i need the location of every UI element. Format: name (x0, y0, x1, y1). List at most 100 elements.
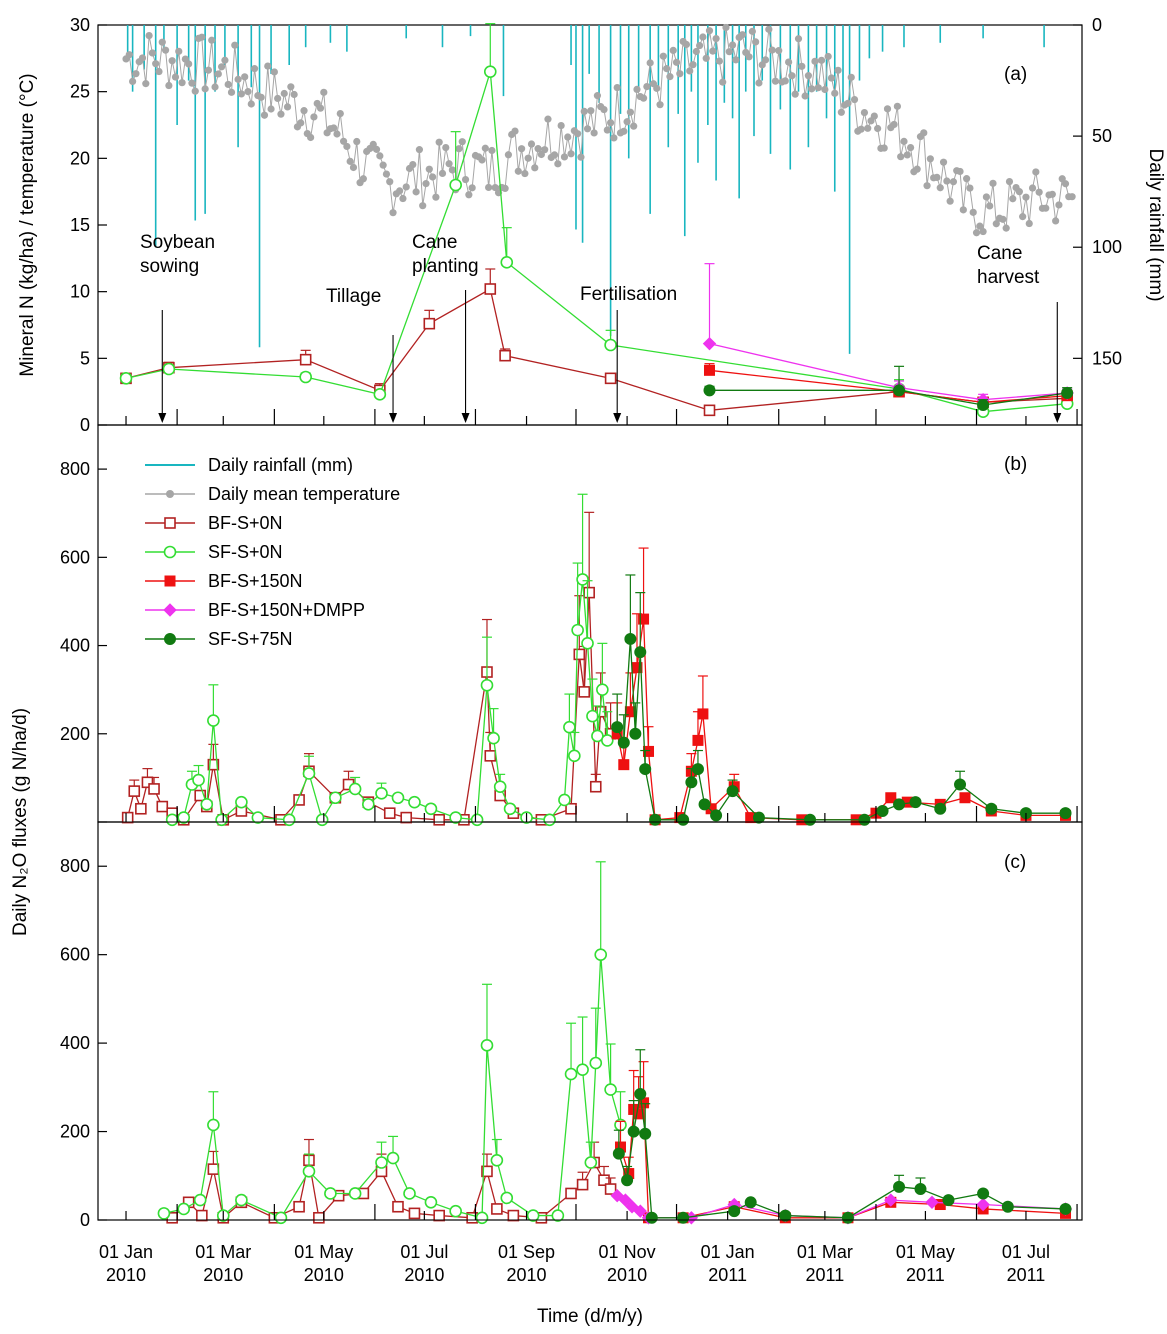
temperature-point-212 (821, 85, 829, 94)
flux-c-sf75-point-7 (728, 1205, 741, 1218)
temperature-point-198 (775, 47, 783, 55)
flux-b-sf75-line (616, 638, 1066, 821)
temperature-point-221 (850, 95, 859, 104)
temperature-point-130 (550, 151, 559, 159)
temperature-point-35 (237, 90, 245, 98)
flux-c-sf0-point-26 (604, 1083, 617, 1096)
x-tick-label-year-7: 2011 (806, 1265, 845, 1285)
temperature-point-217 (837, 108, 845, 116)
x-tick-label-year-2: 2010 (304, 1265, 344, 1285)
flux-b-sf75-point-0 (611, 721, 624, 734)
flux-c-bf0-point-3 (207, 1163, 220, 1175)
flux-b-bf0-point-14 (293, 794, 305, 806)
temperature-point-234 (893, 102, 901, 110)
y-tick-label-b-1: 200 (60, 724, 90, 744)
temperature-point-140 (583, 125, 592, 133)
flux-b-bf150-point-9 (692, 734, 704, 746)
flux-b-sf75-point-2 (624, 632, 637, 645)
temperature-point-153 (626, 108, 634, 116)
temperature-point-37 (244, 88, 252, 96)
temperature-point-165 (666, 73, 674, 81)
event-arrowhead-1 (389, 413, 398, 423)
flux-b-sf0-point-0 (165, 813, 179, 827)
temperature-point-16 (175, 47, 183, 55)
y-tick-label-a-5: 25 (70, 82, 90, 102)
temperature-point-135 (567, 150, 575, 158)
temperature-point-249 (943, 177, 951, 185)
flux-c-bf0-point-7 (293, 1200, 305, 1213)
temperature-point-170 (682, 40, 691, 49)
temperature-point-283 (1055, 201, 1063, 209)
mineral-n-dmpp-point-0 (702, 336, 717, 351)
flux-b-bf150-point-17 (885, 792, 897, 804)
flux-b-bf150-point-1 (618, 759, 630, 771)
temperature-point-39 (250, 65, 259, 73)
temperature-point-134 (564, 133, 572, 141)
temperature-point-119 (514, 167, 522, 175)
flux-c-sf0-point-13 (424, 1196, 438, 1209)
temperature-point-210 (814, 84, 822, 92)
y-axis-title-bottom: Daily N₂O fluxes (g N/ha/d) (10, 708, 31, 936)
temperature-point-287 (1068, 193, 1076, 201)
temperature-point-180 (715, 57, 723, 65)
flux-c-sf75-point-4 (639, 1127, 652, 1140)
temperature-point-79 (382, 170, 391, 178)
flux-b-sf75-point-13 (752, 811, 765, 824)
temperature-point-277 (1035, 188, 1043, 196)
mineral-n-sf75-point-2 (977, 399, 990, 411)
temperature-point-194 (761, 56, 770, 64)
temperature-point-41 (257, 93, 265, 101)
temperature-point-259 (976, 222, 984, 230)
flux-b-sf75-point-23 (1059, 807, 1072, 820)
temperature-point-247 (936, 184, 944, 192)
temperature-point-64 (333, 130, 341, 138)
temperature-point-20 (188, 79, 196, 87)
mineral-n-sf0-point-4 (449, 178, 462, 192)
flux-c-sf0-point-10 (375, 1156, 388, 1169)
temperature-point-70 (353, 137, 361, 146)
temperature-point-179 (712, 34, 720, 43)
temperature-point-12 (161, 46, 170, 54)
flux-b-bf0-point-19 (383, 807, 396, 819)
temperature-point-138 (577, 153, 585, 161)
flux-c-sf75-point-1 (621, 1174, 634, 1187)
temperature-point-112 (491, 183, 499, 192)
y-right-tick-label-0: 0 (1092, 15, 1102, 35)
temperature-point-271 (1015, 188, 1023, 196)
temperature-point-184 (728, 41, 737, 49)
temperature-point-237 (903, 151, 911, 159)
temperature-point-102 (458, 138, 466, 146)
event-label-4-1: harvest (977, 267, 1040, 288)
flux-c-sf75-point-14 (977, 1187, 990, 1200)
temperature-point-275 (1028, 184, 1037, 192)
temperature-point-206 (801, 92, 809, 100)
y-tick-label-a-3: 15 (70, 215, 90, 235)
flux-c-sf0-point-12 (403, 1187, 416, 1200)
flux-b-bf0-point-20 (400, 811, 413, 824)
flux-b-sf0-point-30 (571, 623, 584, 637)
flux-b-bf150-point-4 (638, 613, 650, 625)
flux-b-bf0-point-31 (583, 586, 595, 599)
x-tick-label-0: 01 Jan (99, 1242, 153, 1262)
mineral-n-bf0-point-5 (484, 283, 497, 295)
legend-label-bf150: BF-S+150N (208, 571, 303, 591)
temperature-point-225 (864, 124, 872, 132)
temperature-point-121 (521, 169, 529, 178)
temperature-point-132 (557, 121, 565, 130)
flux-b-bf0-point-24 (484, 750, 497, 762)
x-tick-label-year-1: 2010 (203, 1265, 243, 1285)
temperature-point-97 (442, 143, 450, 152)
x-axis-title: Time (d/m/y) (537, 1306, 643, 1327)
mineral-n-bf0-point-2 (299, 353, 312, 366)
flux-b-sf0-point-16 (391, 791, 405, 805)
temperature-point-96 (438, 169, 447, 178)
temperature-point-281 (1048, 190, 1056, 198)
temperature-point-263 (989, 179, 997, 187)
flux-b-sf0-point-18 (424, 802, 438, 816)
flux-b-sf0-point-29 (568, 749, 581, 763)
mineral-n-sf0-line (125, 71, 1068, 413)
flux-b-sf0-point-6 (215, 813, 228, 827)
flux-c-bf150-line (619, 1102, 1066, 1219)
flux-c-sf0-point-1 (177, 1202, 191, 1216)
mineral-n-bf0-point-4 (423, 317, 436, 330)
